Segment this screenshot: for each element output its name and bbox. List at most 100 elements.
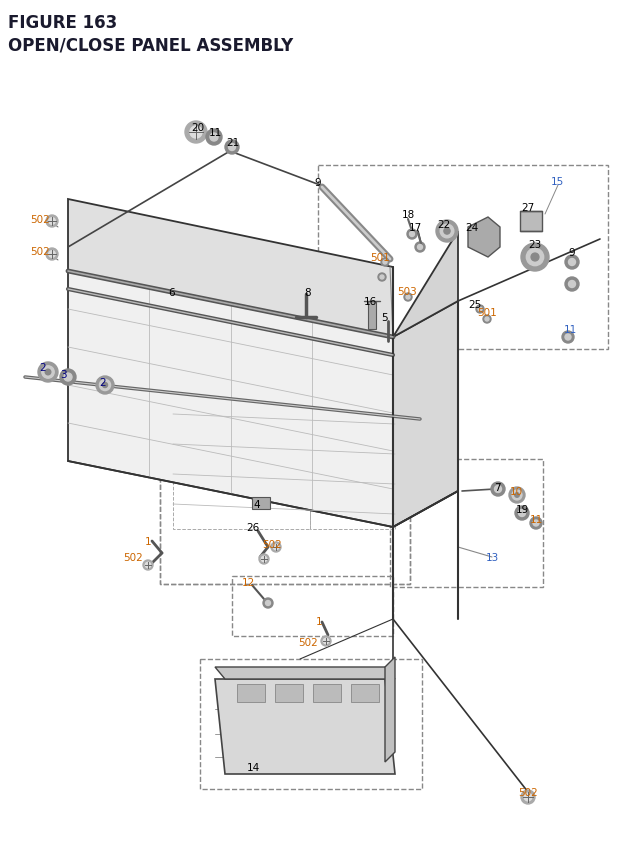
Circle shape [509,487,525,504]
Text: 502: 502 [30,247,50,257]
Circle shape [49,219,55,225]
Text: 4: 4 [253,499,260,510]
Text: 502: 502 [123,553,143,562]
Circle shape [185,122,207,144]
Circle shape [225,141,239,155]
Bar [310,400,395,530]
Text: 25: 25 [468,300,482,310]
Bar [200,660,422,789]
Text: 3: 3 [60,369,67,380]
Text: 1: 1 [145,536,151,547]
Circle shape [562,331,574,344]
Text: 6: 6 [169,288,175,298]
Text: 9: 9 [569,248,575,257]
Circle shape [266,601,271,606]
Circle shape [407,230,417,239]
Text: 17: 17 [408,223,422,232]
Circle shape [417,245,422,251]
Bar [173,400,310,530]
Circle shape [483,316,491,324]
Text: 5: 5 [381,313,388,323]
Circle shape [565,335,571,341]
Text: 10: 10 [509,486,523,497]
Circle shape [378,274,386,282]
Circle shape [530,517,542,530]
Circle shape [565,256,579,269]
Bar [237,684,265,703]
Circle shape [383,261,387,264]
Text: 27: 27 [522,202,534,213]
Circle shape [271,542,281,553]
Circle shape [415,243,425,253]
Text: 16: 16 [364,297,376,307]
Text: FIGURE 163: FIGURE 163 [8,14,117,32]
Circle shape [46,249,58,261]
Text: 9: 9 [315,177,321,188]
Text: 503: 503 [397,287,417,297]
Bar [351,684,379,703]
Circle shape [410,232,415,238]
Text: 20: 20 [191,123,205,133]
Circle shape [259,554,269,564]
Circle shape [495,486,502,493]
Circle shape [565,278,579,292]
Text: 15: 15 [550,177,564,187]
Text: 11: 11 [209,127,221,138]
Circle shape [568,282,575,288]
Circle shape [440,225,454,238]
Circle shape [444,229,450,235]
Bar [232,576,393,636]
Polygon shape [385,657,395,762]
Circle shape [533,520,539,526]
Circle shape [49,251,55,258]
Circle shape [381,258,389,267]
Text: 11: 11 [563,325,577,335]
Text: 26: 26 [246,523,260,532]
Text: 501: 501 [477,307,497,318]
Circle shape [190,127,202,139]
Circle shape [45,369,51,375]
Circle shape [263,598,273,608]
Text: 502: 502 [30,214,50,225]
Circle shape [42,367,54,379]
Circle shape [521,790,535,804]
Text: 18: 18 [401,210,415,220]
Polygon shape [68,272,393,528]
Circle shape [380,276,384,280]
Circle shape [485,318,489,322]
Polygon shape [468,218,500,257]
Text: 1: 1 [316,616,323,626]
Circle shape [99,380,111,391]
Circle shape [323,639,329,644]
Circle shape [531,254,539,262]
Bar [318,166,608,350]
Polygon shape [393,232,458,338]
Polygon shape [393,301,458,528]
Circle shape [476,306,484,313]
Text: 501: 501 [370,253,390,263]
Circle shape [524,793,532,801]
Polygon shape [68,200,393,338]
Circle shape [261,556,267,562]
Text: 2: 2 [40,362,46,373]
Bar [520,212,542,232]
Bar [252,498,270,510]
Circle shape [46,216,58,228]
Circle shape [102,383,108,388]
Text: OPEN/CLOSE PANEL ASSEMBLY: OPEN/CLOSE PANEL ASSEMBLY [8,36,293,54]
Circle shape [60,369,76,386]
Bar [160,392,410,585]
Circle shape [206,130,222,146]
Circle shape [273,545,279,550]
Circle shape [321,636,331,647]
Text: 22: 22 [437,220,451,230]
Polygon shape [215,667,395,679]
Circle shape [521,244,549,272]
Text: 502: 502 [262,539,282,549]
Polygon shape [215,679,395,774]
Circle shape [491,482,505,497]
Circle shape [64,374,72,381]
Text: 12: 12 [241,578,255,587]
Text: 7: 7 [493,482,500,492]
Text: 2: 2 [100,378,106,387]
